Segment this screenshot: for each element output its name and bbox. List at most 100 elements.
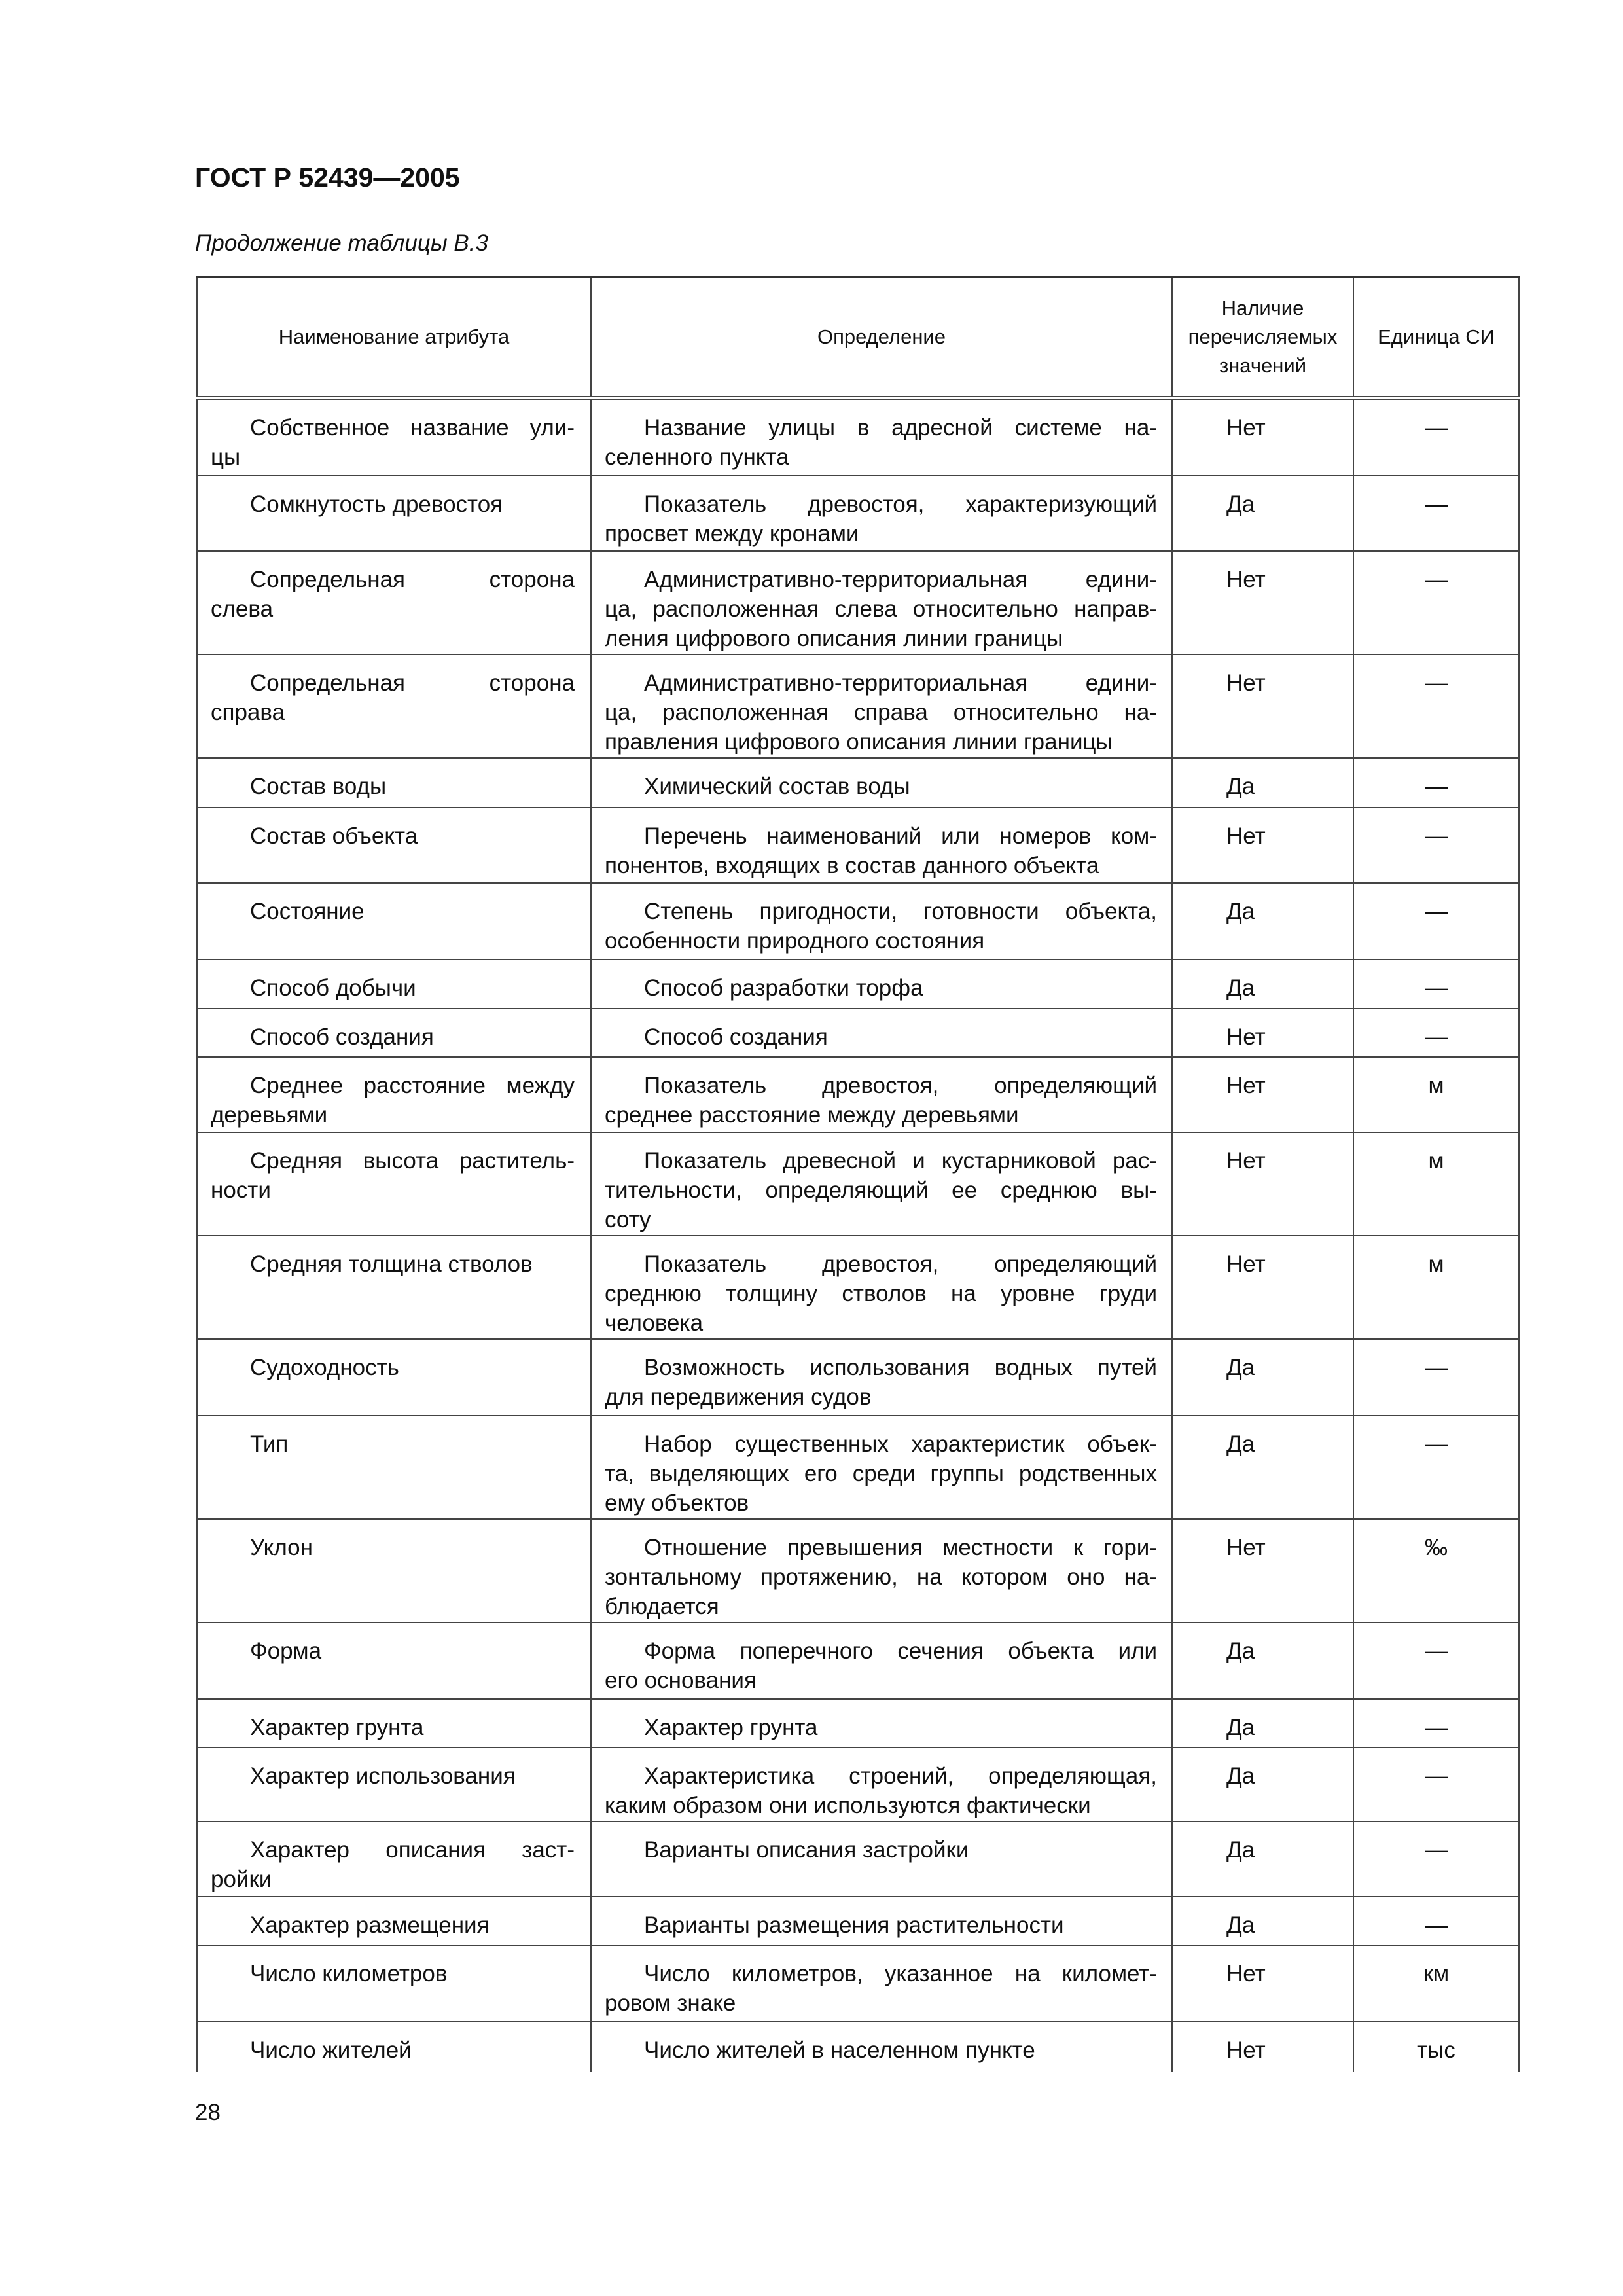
table-row: Характер использования Характеристика стр… xyxy=(196,1748,1520,1822)
enumerated-value: Да xyxy=(1171,1897,1353,1945)
attribute-name: Характер использования xyxy=(196,1748,590,1821)
attribute-name-line: Уклон xyxy=(250,1535,313,1560)
attribute-definition: Варианты описания застройки xyxy=(590,1822,1171,1896)
attribute-definition-line: Отношение превышения местности к гори- xyxy=(644,1535,1157,1560)
attribute-definition: Число километров, указанное на километ-р… xyxy=(590,1946,1171,2021)
si-unit: — xyxy=(1353,1700,1520,1747)
table-row: Способ создания Способ создания Нет — xyxy=(196,1009,1520,1058)
attribute-name: Состав объекта xyxy=(196,808,590,882)
si-unit: м xyxy=(1353,1133,1520,1235)
attribute-definition-line: Набор существенных характеристик объек- xyxy=(644,1431,1157,1457)
attribute-definition: Способ разработки торфа xyxy=(590,960,1171,1008)
enumerated-value: Да xyxy=(1171,1822,1353,1896)
attribute-definition: Административно-территориальная едини-ца… xyxy=(590,655,1171,757)
attribute-definition-line: зонтальному протяжению, на котором оно н… xyxy=(605,1564,1157,1590)
enumerated-value: Нет xyxy=(1171,1236,1353,1338)
attribute-name: Характер грунта xyxy=(196,1700,590,1747)
attribute-definition-line: Показатель древостоя, определяющий xyxy=(644,1251,1157,1277)
si-unit: км xyxy=(1353,1946,1520,2021)
attribute-table: Наименование атрибута Определение Наличи… xyxy=(196,276,1520,2072)
attribute-definition-line: та, выделяющих его среди группы родствен… xyxy=(605,1461,1157,1486)
enumerated-value: Нет xyxy=(1171,1058,1353,1132)
table-caption: Продолжение таблицы В.3 xyxy=(195,230,488,256)
attribute-definition-line: среднее расстояние между деревьями xyxy=(605,1102,1019,1128)
attribute-name: Состояние xyxy=(196,884,590,959)
attribute-name-line: ности xyxy=(211,1177,271,1203)
attribute-definition-line: его основания xyxy=(605,1668,757,1693)
table-row: Уклон Отношение превышения местности к го… xyxy=(196,1520,1520,1623)
attribute-definition-line: среднюю толщину стволов на уровне груди xyxy=(605,1281,1157,1306)
attribute-definition-line: ровом знаке xyxy=(605,1990,736,2016)
attribute-name-line: деревьями xyxy=(211,1102,328,1128)
attribute-definition: Отношение превышения местности к гори-зо… xyxy=(590,1520,1171,1622)
table-row: Средняя толщина стволов Показатель древос… xyxy=(196,1236,1520,1340)
attribute-definition-line: Степень пригодности, готовности объекта, xyxy=(644,899,1157,924)
table-row: Состав воды Химический состав воды Да — xyxy=(196,759,1520,808)
attribute-name: Характер описания заст-ройки xyxy=(196,1822,590,1896)
attribute-name: Средняя толщина стволов xyxy=(196,1236,590,1338)
table-row: Число жителей Число жителей в населенном … xyxy=(196,2022,1520,2072)
attribute-definition: Химический состав воды xyxy=(590,759,1171,807)
table-body: Собственное название ули-цы Название улиц… xyxy=(196,400,1520,2072)
attribute-definition-line: Характеристика строений, определяющая, xyxy=(644,1763,1157,1789)
attribute-definition-line: Административно-территориальная едини- xyxy=(644,567,1157,592)
si-unit: — xyxy=(1353,400,1520,475)
enumerated-value: Нет xyxy=(1171,552,1353,654)
attribute-definition: Административно-территориальная едини-ца… xyxy=(590,552,1171,654)
attribute-name: Состав воды xyxy=(196,759,590,807)
attribute-name: Сопредельная сторона слева xyxy=(196,552,590,654)
attribute-definition-line: ему объектов xyxy=(605,1490,749,1516)
si-unit: — xyxy=(1353,960,1520,1008)
table-row: Сопредельная сторона справа Административн… xyxy=(196,655,1520,759)
attribute-definition-line: Перечень наименований или номеров ком- xyxy=(644,823,1157,849)
table-row: Форма Форма поперечного сечения объекта и… xyxy=(196,1623,1520,1700)
table-row: Характер размещения Варианты размещения р… xyxy=(196,1897,1520,1946)
attribute-definition-line: каким образом они используются фактическ… xyxy=(605,1793,1091,1818)
attribute-name-line: ройки xyxy=(211,1867,272,1892)
si-unit: — xyxy=(1353,552,1520,654)
enumerated-value: Нет xyxy=(1171,400,1353,475)
attribute-name-line: Число километров xyxy=(250,1961,448,1986)
enumerated-value: Нет xyxy=(1171,1133,1353,1235)
si-unit: м xyxy=(1353,1236,1520,1338)
header-enumerated: Наличие перечисляемых значений xyxy=(1171,278,1353,396)
si-unit: тыс xyxy=(1353,2022,1520,2072)
attribute-definition-line: просвет между кронами xyxy=(605,521,859,547)
attribute-definition: Возможность использования водных путей дл… xyxy=(590,1340,1171,1415)
attribute-definition: Характер грунта xyxy=(590,1700,1171,1747)
attribute-name: Форма xyxy=(196,1623,590,1698)
attribute-definition: Показатель древостоя, характеризующий про… xyxy=(590,476,1171,550)
table-row: Собственное название ули-цы Название улиц… xyxy=(196,400,1520,476)
attribute-definition: Показатель древостоя, определяющий средню… xyxy=(590,1236,1171,1338)
enumerated-value: Нет xyxy=(1171,1946,1353,2021)
attribute-definition: Число жителей в населенном пункте xyxy=(590,2022,1171,2072)
attribute-name-line: Способ создания xyxy=(250,1024,434,1050)
attribute-definition: Набор существенных характеристик объек-т… xyxy=(590,1416,1171,1518)
enumerated-value: Да xyxy=(1171,1748,1353,1821)
attribute-name: Число километров xyxy=(196,1946,590,2021)
table-row: Сомкнутость древостоя Показатель древосто… xyxy=(196,476,1520,552)
enumerated-value: Да xyxy=(1171,1700,1353,1747)
attribute-definition-line: Характер грунта xyxy=(644,1715,818,1740)
attribute-definition-line: Способ создания xyxy=(644,1024,828,1050)
si-unit: м xyxy=(1353,1058,1520,1132)
attribute-name-line: справа xyxy=(211,700,285,725)
si-unit: — xyxy=(1353,759,1520,807)
attribute-definition-line: блюдается xyxy=(605,1594,719,1619)
attribute-name: Тип xyxy=(196,1416,590,1518)
enumerated-value: Да xyxy=(1171,884,1353,959)
attribute-name-line: Число жителей xyxy=(250,2037,412,2063)
table-row: Характер грунта Характер грунта Да — xyxy=(196,1700,1520,1748)
enumerated-value: Нет xyxy=(1171,1009,1353,1056)
attribute-name-line: Среднее расстояние между xyxy=(250,1073,575,1098)
attribute-definition-line: Способ разработки торфа xyxy=(644,975,923,1001)
si-unit: — xyxy=(1353,1748,1520,1821)
si-unit: — xyxy=(1353,1340,1520,1415)
attribute-definition: Варианты размещения растительности xyxy=(590,1897,1171,1945)
attribute-definition-line: селенного пункта xyxy=(605,444,789,470)
enumerated-value: Нет xyxy=(1171,808,1353,882)
attribute-name: Число жителей xyxy=(196,2022,590,2072)
enumerated-value: Да xyxy=(1171,960,1353,1008)
attribute-definition-line: Число километров, указанное на километ- xyxy=(644,1961,1157,1986)
table-row: Характер описания заст-ройки Варианты опи… xyxy=(196,1822,1520,1897)
